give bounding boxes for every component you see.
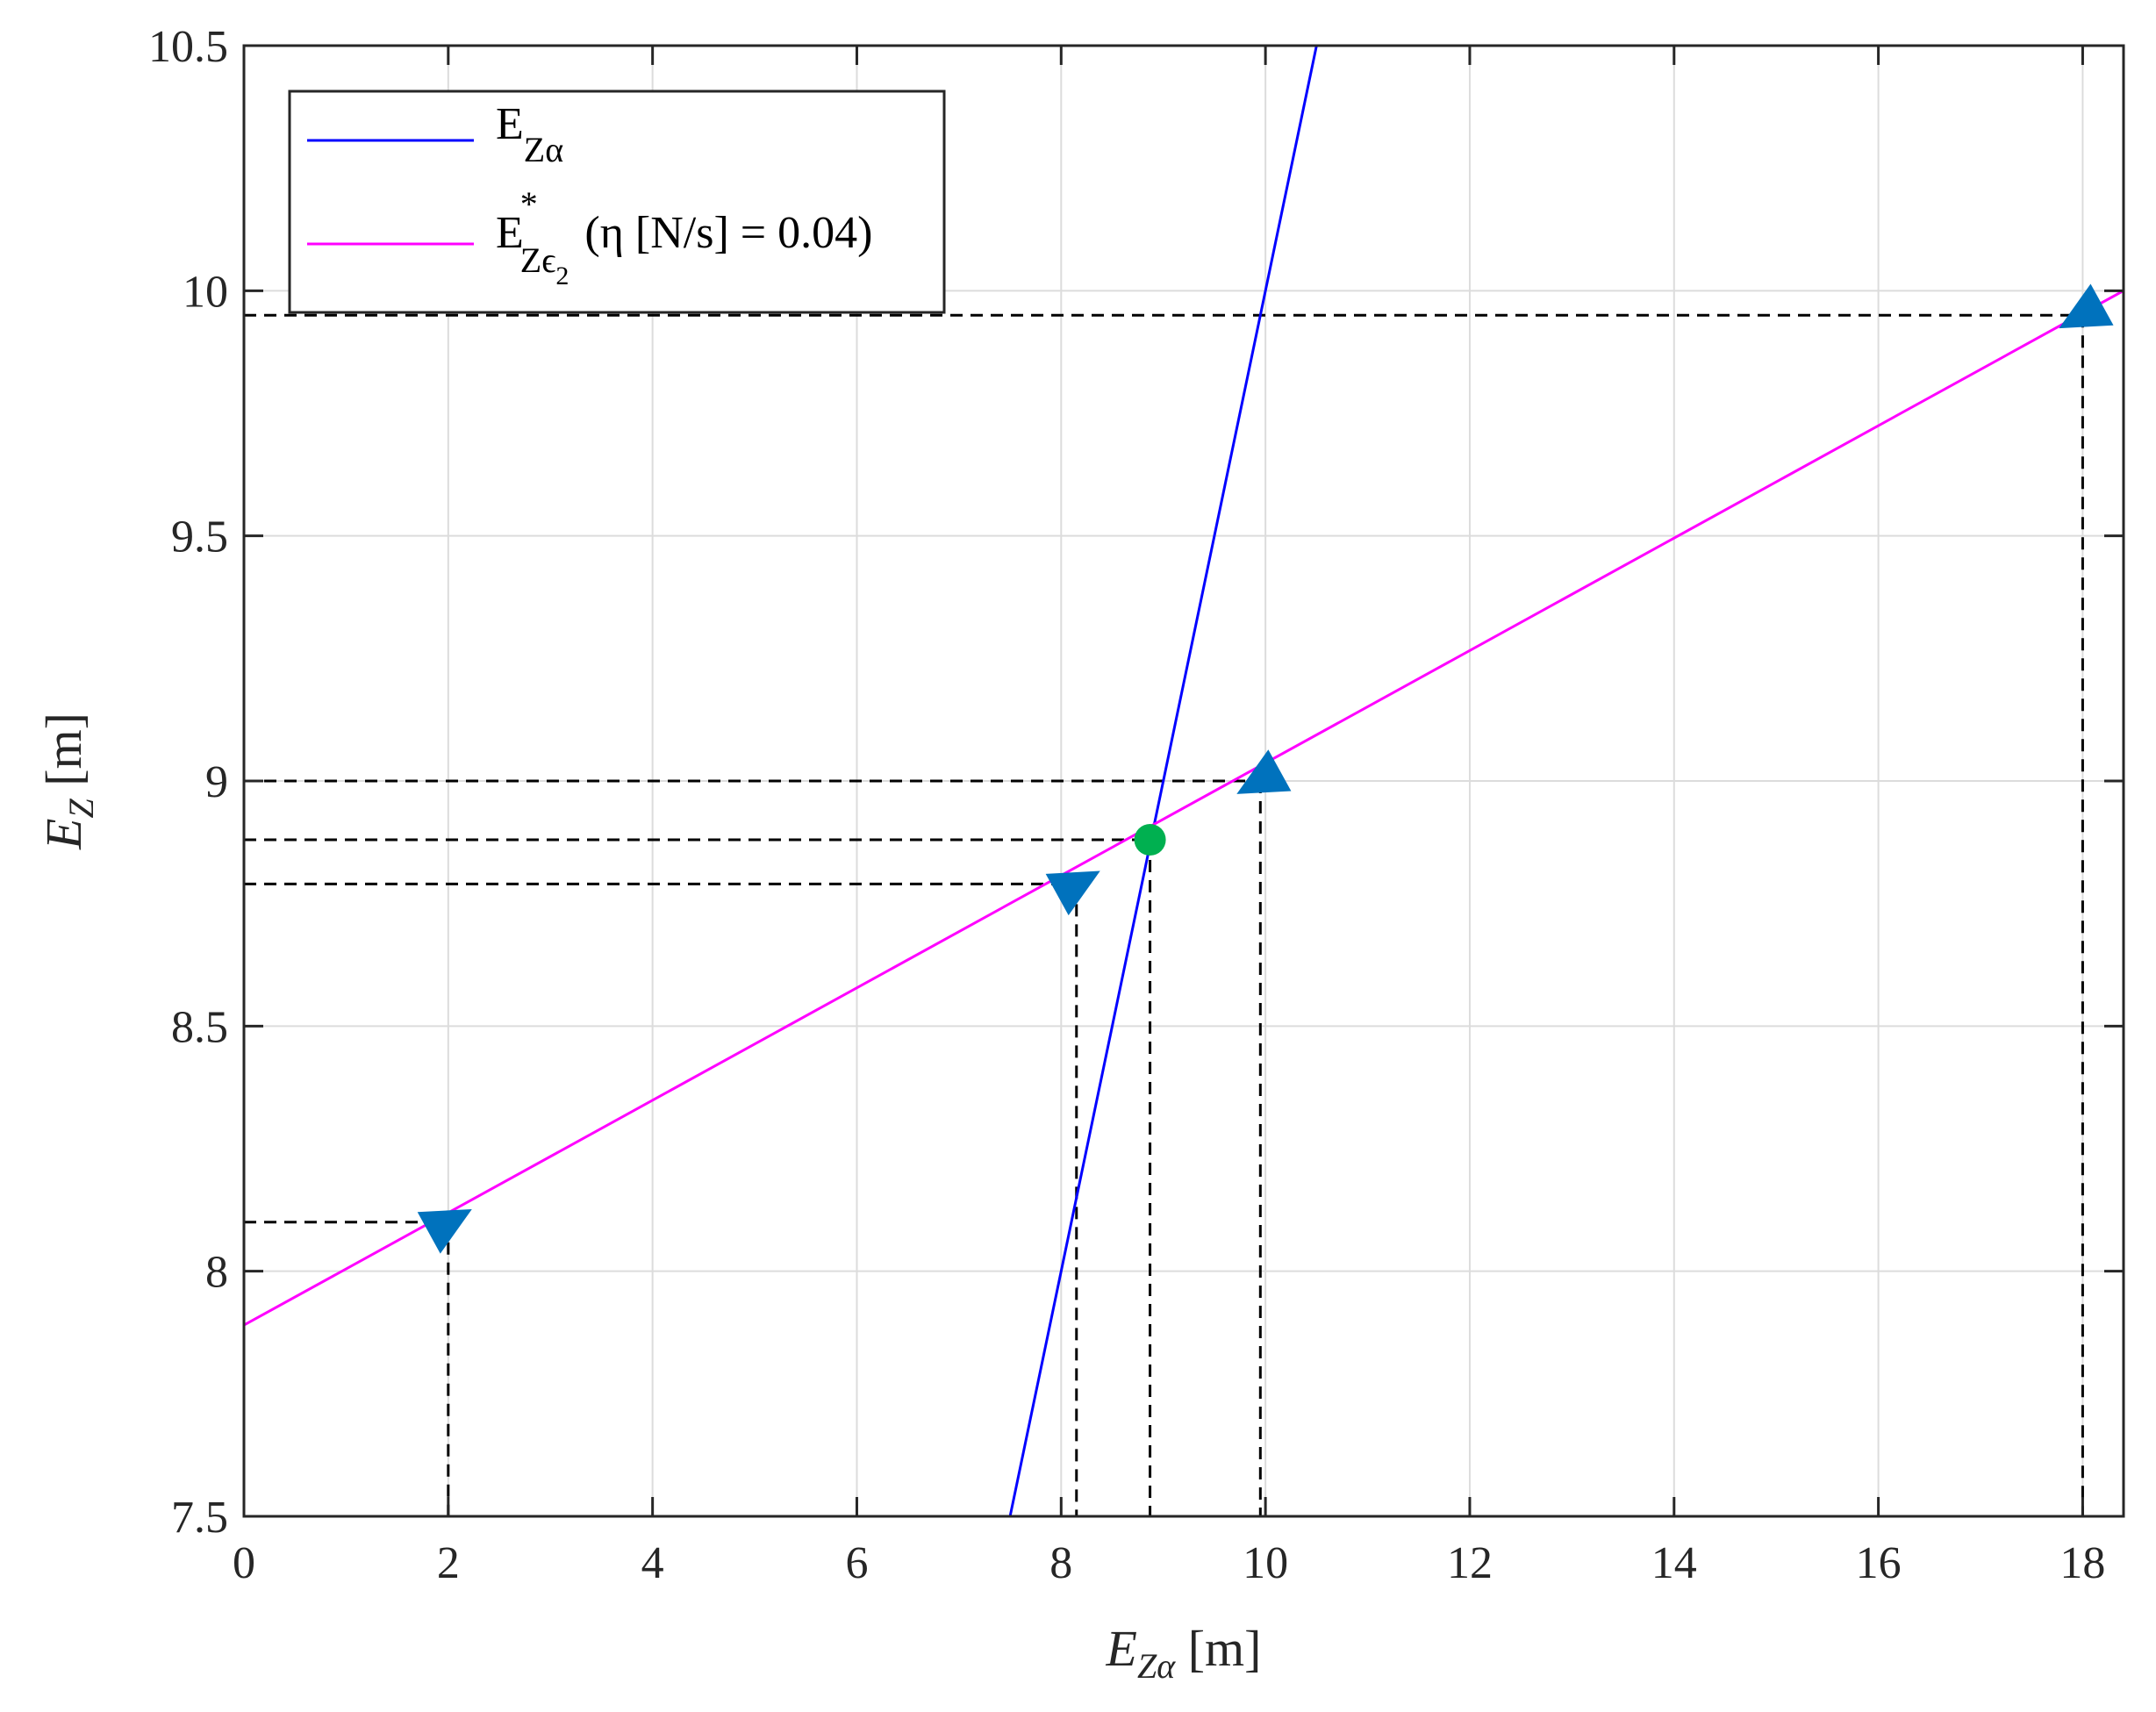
axis-ticks <box>242 44 2124 1518</box>
trajectory-arrow-marker <box>417 1208 472 1254</box>
x-axis-sub: Zα <box>1137 1646 1176 1686</box>
legend-1-suffix: (η [N/s] = 0.04) <box>584 208 872 258</box>
x-tick-label: 12 <box>1447 1538 1493 1588</box>
x-tick-label: 16 <box>1856 1538 1902 1588</box>
x-tick-labels: 0 2 4 6 8 10 12 14 16 18 <box>233 1538 2105 1588</box>
x-tick-label: 8 <box>1049 1538 1072 1588</box>
series-line-e-z-eps <box>243 290 2124 1327</box>
y-tick-label: 9.5 <box>171 512 228 562</box>
trajectory-arrow-marker <box>2059 283 2114 329</box>
legend-box <box>288 90 946 314</box>
x-tick-label: 14 <box>1651 1538 1697 1588</box>
legend-label-e-z-alpha: EZα <box>496 99 563 169</box>
series-line-e-z-alpha <box>1008 45 1318 1517</box>
y-tick-labels: 7.5 8 8.5 9 9.5 10 10.5 <box>148 22 228 1543</box>
x-axis-var: E <box>1106 1620 1137 1677</box>
legend-1-sup: * <box>520 184 538 224</box>
x-axis-space <box>1175 1620 1188 1677</box>
legend-label-e-z-eps: E* Zϵ2 (η [N/s] = 0.04) <box>496 184 872 290</box>
y-tick-label: 8.5 <box>171 1002 228 1052</box>
x-axis-unit: [m] <box>1188 1620 1262 1677</box>
series-lines <box>243 45 2124 1517</box>
x-tick-label: 10 <box>1243 1538 1288 1588</box>
legend: EZα E* Zϵ2(η [N/s] = 0.04) <box>288 90 946 314</box>
y-axis-sub: Z <box>61 799 101 819</box>
y-axis-title: EZ [m] <box>35 713 101 850</box>
markers <box>417 283 2114 1254</box>
y-axis-unit: [m] <box>35 713 92 786</box>
x-tick-label: 2 <box>437 1538 460 1588</box>
y-axis-space <box>35 786 92 799</box>
y-tick-label: 10.5 <box>148 22 228 72</box>
x-tick-label: 0 <box>233 1538 255 1588</box>
legend-1-sub: Zϵ <box>520 240 556 280</box>
legend-0-sub: Zα <box>524 130 563 169</box>
trajectory-arrow-marker <box>1045 870 1100 916</box>
y-tick-label: 10 <box>183 267 228 317</box>
y-tick-label: 8 <box>205 1248 228 1298</box>
y-axis-var: E <box>35 819 92 850</box>
guide-lines <box>244 313 2084 1516</box>
legend-1-subsub: 2 <box>555 261 569 290</box>
y-tick-label: 9 <box>205 757 228 807</box>
x-axis-title: EZα [m] <box>1106 1620 1262 1686</box>
fixed-point-marker <box>1134 824 1166 856</box>
x-tick-label: 18 <box>2059 1538 2105 1588</box>
x-tick-label: 6 <box>845 1538 868 1588</box>
y-tick-label: 7.5 <box>171 1493 228 1543</box>
legend-0-main: E <box>496 99 524 149</box>
legend-1-main: E <box>496 208 524 258</box>
x-tick-label: 4 <box>641 1538 664 1588</box>
trajectory-arrow-marker <box>1236 749 1292 794</box>
